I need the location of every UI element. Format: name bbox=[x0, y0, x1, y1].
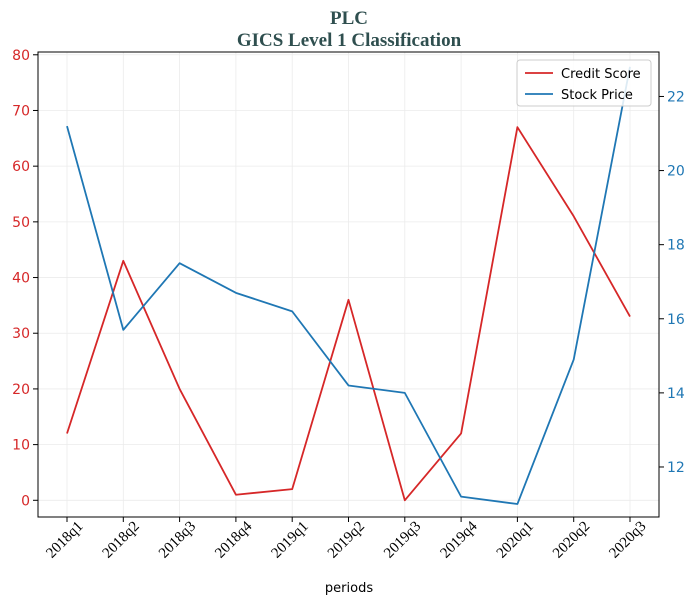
x-tick-label: 2019q4 bbox=[437, 518, 480, 561]
x-tick-label: 2020q2 bbox=[550, 518, 593, 561]
legend-label-credit-score: Credit Score bbox=[561, 67, 641, 82]
right-y-tick-label: 16 bbox=[667, 312, 685, 328]
right-y-tick-label: 12 bbox=[667, 460, 685, 476]
series-line-credit-score bbox=[66, 126, 631, 502]
x-axis: 2018q1 2018q2 2018q3 2018q4 2019q1 2019q2 2019… bbox=[43, 517, 650, 562]
right-y-axis: 12 14 16 18 20 22 bbox=[659, 89, 685, 476]
x-tick-label: 2019q1 bbox=[269, 518, 312, 561]
x-tick-label: 2019q3 bbox=[381, 518, 424, 561]
series-layer bbox=[66, 66, 631, 505]
x-tick-label: 2019q2 bbox=[325, 518, 368, 561]
left-y-tick-label: 70 bbox=[12, 103, 30, 119]
x-tick-label: 2020q3 bbox=[606, 518, 649, 561]
left-y-tick-label: 20 bbox=[12, 382, 30, 398]
left-y-tick-label: 60 bbox=[12, 159, 30, 175]
left-y-tick-label: 40 bbox=[12, 271, 30, 287]
right-y-tick-label: 18 bbox=[667, 238, 685, 254]
x-axis-label: periods bbox=[325, 581, 373, 596]
left-y-tick-label: 30 bbox=[12, 326, 30, 342]
left-y-tick-label: 0 bbox=[21, 493, 30, 509]
x-tick-label: 2018q2 bbox=[100, 518, 143, 561]
right-y-tick-label: 22 bbox=[667, 89, 685, 105]
right-y-tick-label: 14 bbox=[667, 386, 685, 402]
chart-title: PLC bbox=[330, 8, 368, 29]
x-tick-label: 2018q4 bbox=[212, 518, 255, 561]
x-tick-label: 2018q1 bbox=[43, 518, 86, 561]
left-y-tick-label: 50 bbox=[12, 215, 30, 231]
left-y-tick-label: 80 bbox=[12, 48, 30, 64]
left-y-tick-label: 10 bbox=[12, 438, 30, 454]
x-tick-label: 2018q3 bbox=[156, 518, 199, 561]
grid bbox=[38, 52, 659, 517]
series-line-stock-price bbox=[66, 66, 631, 505]
chart-subtitle: GICS Level 1 Classification bbox=[237, 30, 462, 51]
x-tick-label: 2020q1 bbox=[494, 518, 537, 561]
legend: Credit Score Stock Price bbox=[516, 59, 652, 107]
right-y-tick-label: 20 bbox=[667, 164, 685, 180]
left-y-axis: 0 10 20 30 40 50 60 70 80 bbox=[12, 48, 38, 509]
legend-label-stock-price: Stock Price bbox=[561, 88, 633, 103]
